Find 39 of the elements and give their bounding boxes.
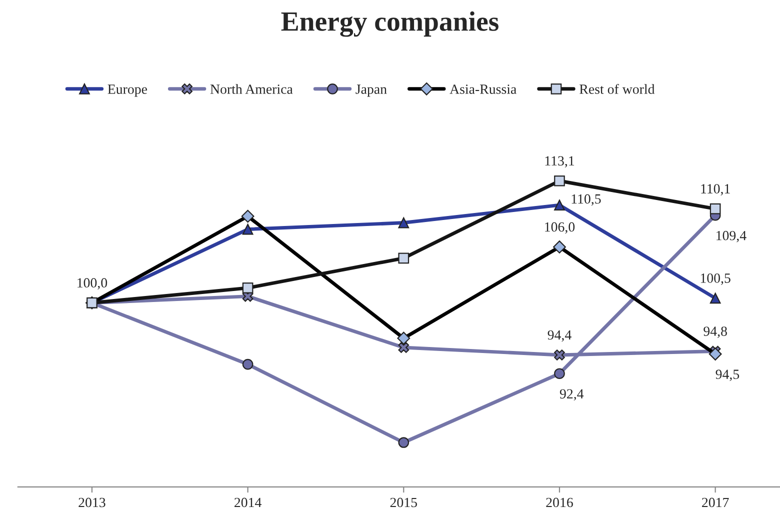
- legend-label: Europe: [108, 84, 148, 97]
- x-tick-label: 2016: [546, 498, 573, 508]
- data-label: 100,0: [78, 278, 108, 290]
- data-label: 106,0: [545, 222, 575, 234]
- point: [241, 210, 254, 223]
- data-label: 94,4: [548, 330, 572, 342]
- point: [554, 368, 565, 380]
- data-label: 110,5: [572, 194, 601, 206]
- data-label: 113,1: [545, 156, 574, 168]
- point: [398, 342, 410, 353]
- x-tick-label: 2015: [390, 498, 417, 508]
- x-tick-label: 2014: [234, 498, 262, 508]
- x-tick-label: 2017: [702, 498, 729, 508]
- legend-label: North America: [210, 84, 293, 94]
- point: [242, 358, 254, 370]
- point: [554, 175, 565, 186]
- point: [398, 217, 410, 228]
- point: [398, 252, 410, 264]
- data-label: 110,1: [701, 184, 730, 196]
- data-label: 94,5: [716, 370, 740, 382]
- data-label: 100,5: [700, 273, 730, 285]
- point: [553, 240, 566, 254]
- legend-label: Rest of world: [580, 84, 655, 94]
- legend-label: Japan: [356, 84, 387, 97]
- legend-label: Asia-Russia: [450, 84, 516, 94]
- point: [554, 350, 565, 360]
- point: [242, 282, 254, 294]
- x-tick-label: 2013: [78, 498, 106, 508]
- point: [554, 200, 565, 210]
- point: [398, 437, 410, 448]
- data-label: 94,8: [704, 326, 727, 338]
- point: [242, 224, 254, 235]
- chart-title: Energy companies: [281, 11, 498, 37]
- data-label: 109,4: [716, 230, 746, 242]
- point: [710, 203, 721, 214]
- point: [708, 348, 722, 360]
- data-label: 92,4: [560, 389, 584, 401]
- point: [397, 332, 410, 345]
- point: [710, 292, 721, 304]
